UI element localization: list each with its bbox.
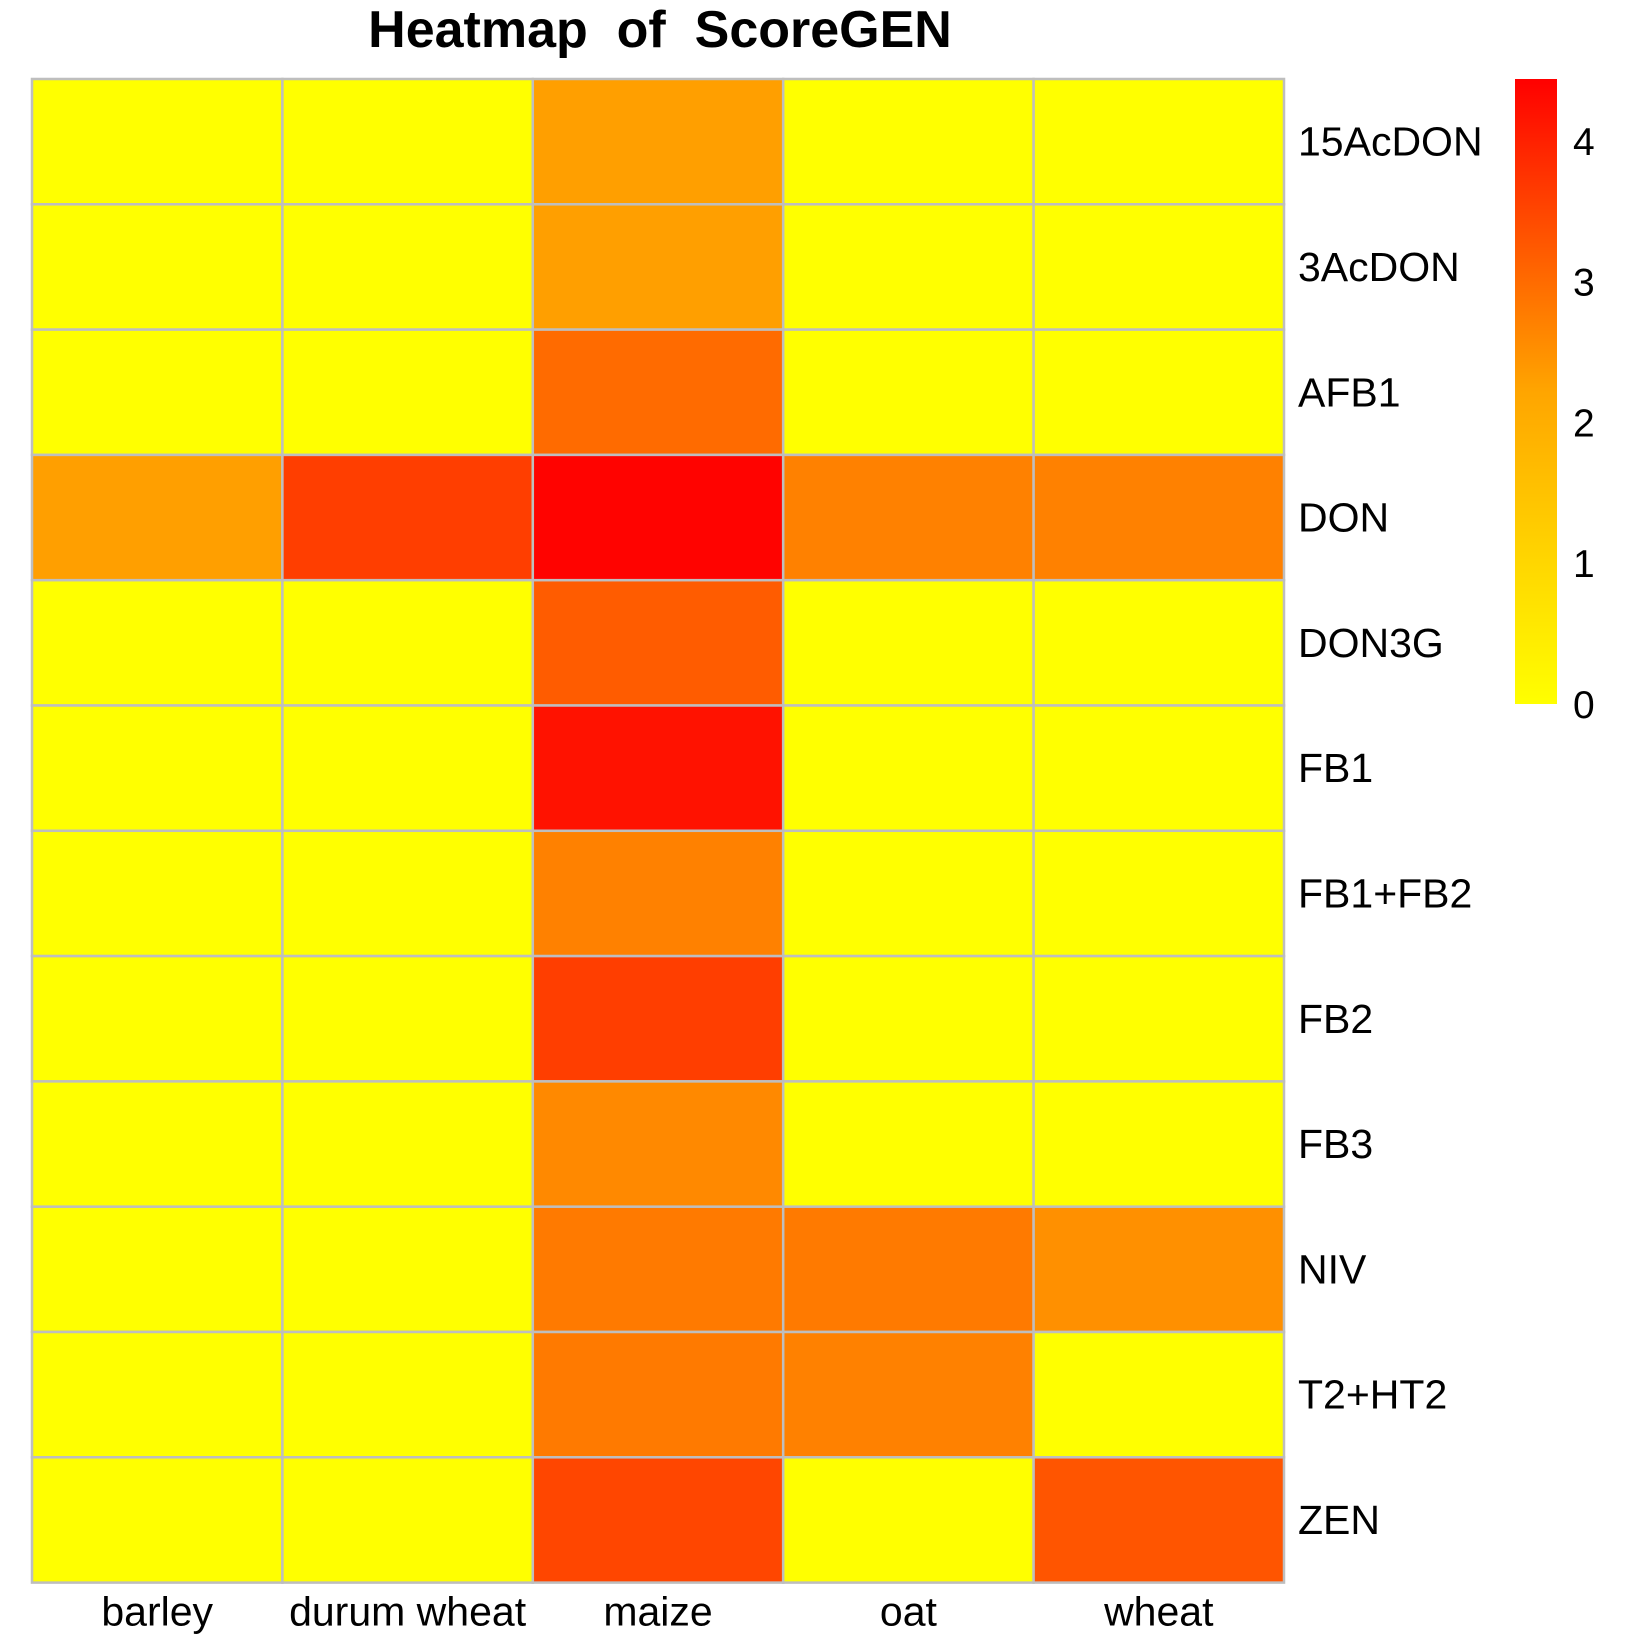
heatmap-cell	[281, 578, 535, 707]
heatmap-cell	[281, 704, 535, 833]
heatmap-cell	[1032, 1080, 1286, 1208]
column-label: barley	[101, 1589, 213, 1635]
heatmap-cell	[1032, 578, 1286, 707]
heatmap-cell	[531, 829, 785, 958]
chart-title: Heatmap of ScoreGEN	[368, 1, 952, 59]
heatmap-cell	[30, 954, 284, 1083]
heatmap-cell	[531, 77, 785, 206]
column-label: oat	[880, 1589, 938, 1635]
row-label: NIV	[1298, 1246, 1367, 1292]
legend-tick-label: 0	[1573, 684, 1595, 727]
heatmap-cell	[781, 1080, 1035, 1208]
legend-tick-label: 1	[1573, 543, 1595, 586]
heatmap-cell	[781, 829, 1035, 958]
heatmap-cell	[531, 1080, 785, 1208]
heatmap-cell	[30, 1456, 284, 1584]
color-legend: 0 1 2 3 4	[1515, 79, 1595, 727]
heatmap-cell	[531, 453, 785, 582]
heatmap-cell	[531, 1330, 785, 1459]
legend-tick-label: 3	[1573, 262, 1595, 305]
heatmap-cell	[1032, 1456, 1286, 1584]
heatmap-cell	[281, 1456, 535, 1584]
heatmap-cell	[781, 77, 1035, 206]
heatmap-cell	[531, 954, 785, 1083]
column-label: durum wheat	[289, 1589, 527, 1635]
row-label: AFB1	[1298, 369, 1401, 415]
column-label: wheat	[1103, 1589, 1214, 1635]
row-label: 15AcDON	[1298, 119, 1483, 165]
heatmap-cell	[781, 704, 1035, 833]
row-label: FB1+FB2	[1298, 870, 1472, 916]
heatmap-cells	[30, 77, 1286, 1584]
heatmap-cell	[30, 704, 284, 833]
heatmap-cell	[781, 1456, 1035, 1584]
heatmap-cell	[1032, 954, 1286, 1083]
heatmap-cell	[531, 578, 785, 707]
heatmap-cell	[30, 77, 284, 206]
heatmap-cell	[30, 203, 284, 331]
heatmap-cell	[781, 453, 1035, 582]
row-label: FB1	[1298, 745, 1373, 791]
legend-tick-label: 4	[1573, 121, 1595, 164]
heatmap-cell	[281, 453, 535, 582]
heatmap-cell	[30, 829, 284, 958]
legend-tick-label: 2	[1573, 402, 1595, 445]
heatmap-cell	[281, 1330, 535, 1459]
row-label: ZEN	[1298, 1497, 1380, 1543]
heatmap-cell	[781, 203, 1035, 331]
heatmap-cell	[281, 203, 535, 331]
heatmap-cell	[781, 954, 1035, 1083]
heatmap-cell	[531, 1205, 785, 1334]
heatmap-cell	[281, 1080, 535, 1208]
column-labels: barley durum wheat maize oat wheat	[101, 1589, 1214, 1635]
heatmap-cell	[281, 77, 535, 206]
heatmap-cell	[781, 328, 1035, 457]
heatmap-cell	[1032, 829, 1286, 958]
heatmap-cell	[781, 578, 1035, 707]
heatmap-cell	[781, 1330, 1035, 1459]
legend-ticks: 0 1 2 3 4	[1573, 121, 1595, 727]
heatmap-cell	[1032, 1330, 1286, 1459]
row-label: FB3	[1298, 1121, 1373, 1167]
column-label: maize	[603, 1589, 712, 1635]
row-labels: 15AcDON 3AcDON AFB1 DON DON3G FB1 FB1+FB2 FB2 FB…	[1298, 119, 1483, 1543]
row-label: FB2	[1298, 996, 1373, 1042]
row-label: T2+HT2	[1298, 1372, 1447, 1418]
heatmap-cell	[1032, 77, 1286, 206]
legend-color-bar	[1515, 79, 1557, 704]
heatmap-cell	[30, 1205, 284, 1334]
heatmap-cell	[30, 1080, 284, 1208]
heatmap-cell	[281, 829, 535, 958]
heatmap-cell	[281, 1205, 535, 1334]
heatmap-cell	[281, 954, 535, 1083]
heatmap-cell	[30, 578, 284, 707]
heatmap-cell	[531, 203, 785, 331]
heatmap-cell	[1032, 453, 1286, 582]
heatmap-cell	[30, 1330, 284, 1459]
heatmap-cell	[1032, 203, 1286, 331]
row-label: DON	[1298, 495, 1389, 541]
heatmap-cell	[781, 1205, 1035, 1334]
heatmap-cell	[531, 1456, 785, 1584]
heatmap-cell	[1032, 1205, 1286, 1334]
heatmap-cell	[281, 328, 535, 457]
heatmap-cell	[30, 453, 284, 582]
heatmap-cell	[531, 704, 785, 833]
row-label: 3AcDON	[1298, 244, 1460, 290]
row-label: DON3G	[1298, 620, 1444, 666]
heatmap-cell	[531, 328, 785, 457]
heatmap-cell	[30, 328, 284, 457]
heatmap-cell	[1032, 704, 1286, 833]
heatmap-cell	[1032, 328, 1286, 457]
